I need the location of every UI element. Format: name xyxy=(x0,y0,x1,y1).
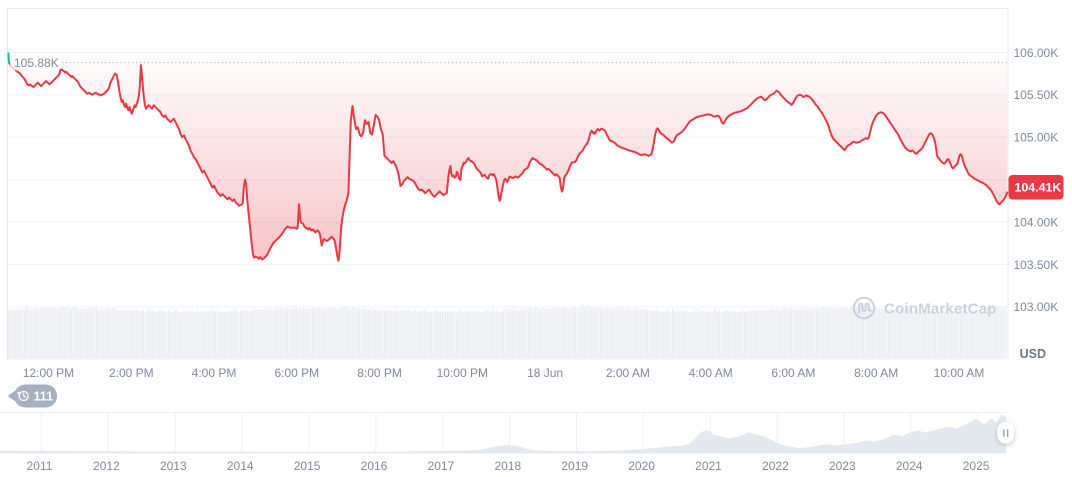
svg-text:103.50K: 103.50K xyxy=(1014,258,1059,272)
svg-text:4:00 PM: 4:00 PM xyxy=(192,366,237,380)
svg-text:2014: 2014 xyxy=(227,459,254,473)
svg-text:6:00 PM: 6:00 PM xyxy=(274,366,319,380)
svg-text:10:00 PM: 10:00 PM xyxy=(437,366,488,380)
svg-text:2018: 2018 xyxy=(494,459,521,473)
svg-text:2022: 2022 xyxy=(762,459,789,473)
svg-text:CoinMarketCap: CoinMarketCap xyxy=(884,301,997,318)
svg-text:2023: 2023 xyxy=(829,459,856,473)
svg-text:111: 111 xyxy=(34,390,54,404)
svg-text:104.00K: 104.00K xyxy=(1014,215,1059,229)
svg-text:2019: 2019 xyxy=(561,459,588,473)
svg-text:105.50K: 105.50K xyxy=(1014,88,1059,102)
svg-text:2024: 2024 xyxy=(896,459,923,473)
svg-text:105.00K: 105.00K xyxy=(1014,131,1059,145)
svg-text:USD: USD xyxy=(1020,347,1046,361)
svg-text:2025: 2025 xyxy=(963,459,990,473)
svg-text:8:00 AM: 8:00 AM xyxy=(854,366,898,380)
svg-text:2015: 2015 xyxy=(294,459,321,473)
svg-text:2013: 2013 xyxy=(160,459,187,473)
svg-text:106.00K: 106.00K xyxy=(1014,46,1059,60)
svg-text:10:00 AM: 10:00 AM xyxy=(934,366,985,380)
svg-text:2020: 2020 xyxy=(628,459,655,473)
svg-text:2017: 2017 xyxy=(428,459,455,473)
svg-text:4:00 AM: 4:00 AM xyxy=(689,366,733,380)
svg-text:2016: 2016 xyxy=(361,459,388,473)
svg-text:18 Jun: 18 Jun xyxy=(527,366,563,380)
svg-text:2:00 AM: 2:00 AM xyxy=(606,366,650,380)
svg-text:2012: 2012 xyxy=(93,459,120,473)
svg-text:103.00K: 103.00K xyxy=(1014,300,1059,314)
svg-text:2:00 PM: 2:00 PM xyxy=(109,366,154,380)
svg-text:105.88K: 105.88K xyxy=(14,56,59,70)
svg-text:2021: 2021 xyxy=(695,459,722,473)
svg-text:12:00 PM: 12:00 PM xyxy=(23,366,74,380)
svg-text:8:00 PM: 8:00 PM xyxy=(357,366,402,380)
svg-text:6:00 AM: 6:00 AM xyxy=(771,366,815,380)
svg-text:104.41K: 104.41K xyxy=(1015,181,1062,195)
svg-text:2011: 2011 xyxy=(27,459,53,473)
